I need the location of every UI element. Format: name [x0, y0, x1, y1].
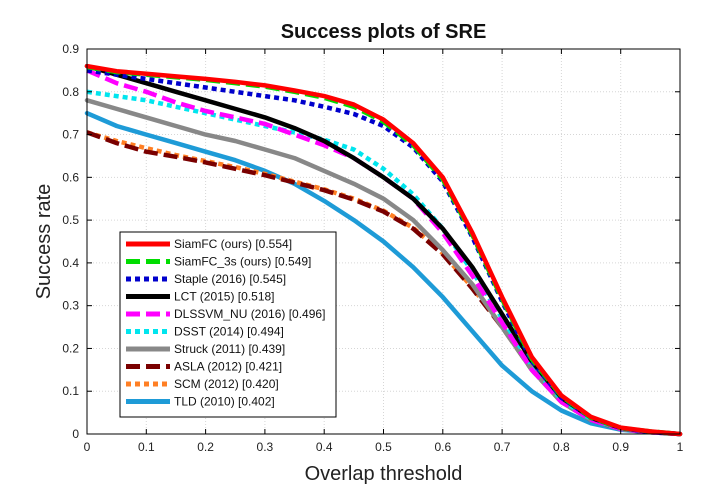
y-tick-label: 0.6 [62, 170, 79, 184]
legend-entry-label: DLSSVM_NU (2016) [0.496] [174, 307, 325, 321]
legend-entry-label: Struck (2011) [0.439] [174, 342, 285, 356]
x-tick-label: 0.9 [612, 440, 629, 454]
y-tick-label: 0.8 [62, 85, 79, 99]
x-tick-label: 0.7 [494, 440, 511, 454]
x-tick-label: 0.6 [434, 440, 451, 454]
legend-entry-label: LCT (2015) [0.518] [174, 290, 275, 304]
legend-entry-label: SCM (2012) [0.420] [174, 377, 279, 391]
legend-entry-label: SiamFC (ours) [0.554] [174, 237, 292, 251]
y-tick-label: 0.3 [62, 299, 79, 313]
y-tick-label: 0.2 [62, 341, 79, 355]
success-plot-chart: 0 0.1 0.2 0.3 0.4 0.5 0.6 0.7 0.8 0.9 1 0 0.1 0.2 0.3 0… [0, 0, 716, 496]
y-tick-label: 0.5 [62, 213, 79, 227]
x-tick-label: 0.4 [316, 440, 333, 454]
y-tick-label: 0.4 [62, 256, 79, 270]
legend-entry-label: TLD (2010) [0.402] [174, 395, 275, 409]
y-tick-label: 0.7 [62, 128, 79, 142]
x-tick-label: 0.2 [197, 440, 214, 454]
legend: SiamFC (ours) [0.554] SiamFC_3s (ours) [0… [120, 232, 336, 417]
x-tick-label: 0.3 [257, 440, 274, 454]
x-tick-label: 0.1 [138, 440, 155, 454]
legend-entry-label: ASLA (2012) [0.421] [174, 360, 282, 374]
x-axis-label: Overlap threshold [305, 463, 463, 485]
legend-entry-label: Staple (2016) [0.545] [174, 272, 286, 286]
x-tick-label: 0.5 [375, 440, 392, 454]
y-tick-label: 0.1 [62, 384, 79, 398]
legend-entry-label: SiamFC_3s (ours) [0.549] [174, 255, 311, 269]
y-axis-label: Success rate [33, 184, 55, 300]
y-tick-label: 0.9 [62, 42, 79, 56]
chart-title: Success plots of SRE [281, 21, 487, 43]
x-tick-label: 1 [677, 440, 684, 454]
x-tick-label: 0 [84, 440, 91, 454]
y-tick-label: 0 [72, 427, 79, 441]
legend-entry-label: DSST (2014) [0.494] [174, 325, 284, 339]
x-tick-label: 0.8 [553, 440, 570, 454]
